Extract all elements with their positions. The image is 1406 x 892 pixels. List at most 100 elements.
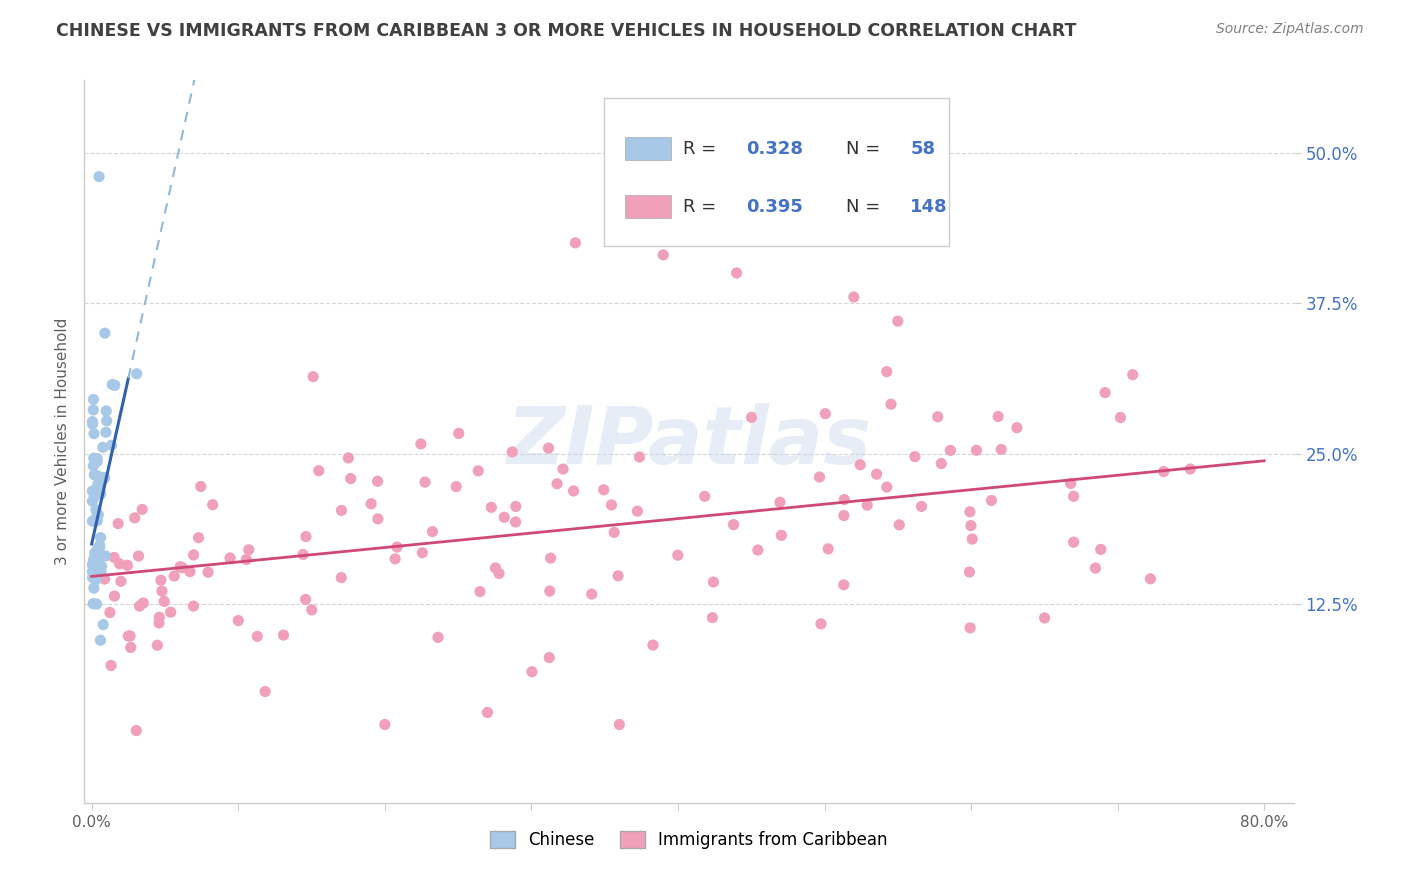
Point	[562, 483, 585, 498]
Point	[91, 440, 114, 454]
Point	[292, 548, 315, 562]
Point	[987, 409, 1010, 424]
Point	[294, 592, 316, 607]
Point	[93, 572, 115, 586]
Point	[411, 546, 433, 560]
Point	[226, 614, 249, 628]
Text: R =: R =	[683, 198, 721, 216]
Point	[494, 510, 516, 524]
Point	[603, 525, 626, 540]
Point	[197, 566, 219, 580]
Point	[477, 706, 499, 720]
Text: 148: 148	[910, 198, 948, 216]
Text: N =: N =	[846, 140, 886, 158]
Point	[876, 365, 898, 379]
Point	[94, 326, 117, 341]
Point	[235, 552, 257, 566]
Point	[725, 266, 748, 280]
Point	[82, 558, 104, 572]
Point	[150, 584, 173, 599]
Point	[959, 621, 981, 635]
Point	[179, 565, 201, 579]
Point	[592, 483, 614, 497]
Point	[832, 508, 855, 523]
Point	[1063, 489, 1085, 503]
Point	[810, 616, 832, 631]
Point	[90, 531, 112, 545]
Point	[86, 541, 108, 556]
Text: N =: N =	[846, 198, 886, 216]
Point	[422, 524, 444, 539]
Point	[939, 443, 962, 458]
Point	[90, 565, 112, 579]
Point	[246, 629, 269, 643]
Point	[89, 486, 111, 500]
Point	[100, 658, 122, 673]
Point	[842, 290, 865, 304]
Point	[82, 569, 104, 583]
Point	[702, 574, 724, 589]
Point	[103, 550, 125, 565]
Point	[149, 573, 172, 587]
Point	[87, 508, 110, 522]
Point	[980, 493, 1002, 508]
Point	[834, 492, 856, 507]
Point	[82, 417, 104, 431]
Point	[82, 571, 104, 585]
Point	[360, 497, 382, 511]
Point	[929, 457, 952, 471]
Y-axis label: 3 or more Vehicles in Household: 3 or more Vehicles in Household	[55, 318, 70, 566]
Point	[86, 469, 108, 483]
Point	[1094, 385, 1116, 400]
Text: ZIPatlas: ZIPatlas	[506, 402, 872, 481]
Point	[148, 610, 170, 624]
Point	[581, 587, 603, 601]
Point	[82, 483, 104, 498]
Bar	[624, 137, 671, 161]
Point	[856, 498, 879, 512]
Bar	[624, 195, 671, 219]
Point	[90, 559, 112, 574]
Point	[86, 597, 108, 611]
Text: 0.395: 0.395	[745, 198, 803, 216]
Point	[84, 573, 107, 587]
Point	[537, 441, 560, 455]
Point	[769, 495, 792, 509]
Point	[384, 552, 406, 566]
Point	[607, 569, 630, 583]
Point	[169, 559, 191, 574]
Point	[817, 541, 839, 556]
Point	[1180, 462, 1202, 476]
Point	[83, 581, 105, 595]
Point	[1033, 611, 1056, 625]
Point	[880, 397, 903, 411]
Point	[87, 169, 110, 184]
Point	[89, 540, 111, 554]
Point	[120, 640, 142, 655]
Point	[90, 487, 112, 501]
Point	[183, 548, 205, 562]
Point	[887, 314, 910, 328]
Point	[339, 472, 361, 486]
Point	[82, 514, 104, 528]
Point	[337, 450, 360, 465]
Point	[128, 599, 150, 613]
Point	[89, 539, 111, 553]
Point	[865, 467, 887, 482]
Point	[1063, 535, 1085, 549]
Point	[107, 516, 129, 531]
Point	[84, 503, 107, 517]
Point	[301, 603, 323, 617]
Point	[91, 617, 114, 632]
Point	[427, 630, 450, 644]
Point	[91, 549, 114, 563]
Point	[626, 504, 648, 518]
Point	[600, 498, 623, 512]
Point	[87, 477, 110, 491]
FancyBboxPatch shape	[605, 98, 949, 246]
Point	[770, 528, 793, 542]
Point	[747, 543, 769, 558]
Point	[91, 470, 114, 484]
Point	[82, 392, 104, 407]
Point	[652, 248, 675, 262]
